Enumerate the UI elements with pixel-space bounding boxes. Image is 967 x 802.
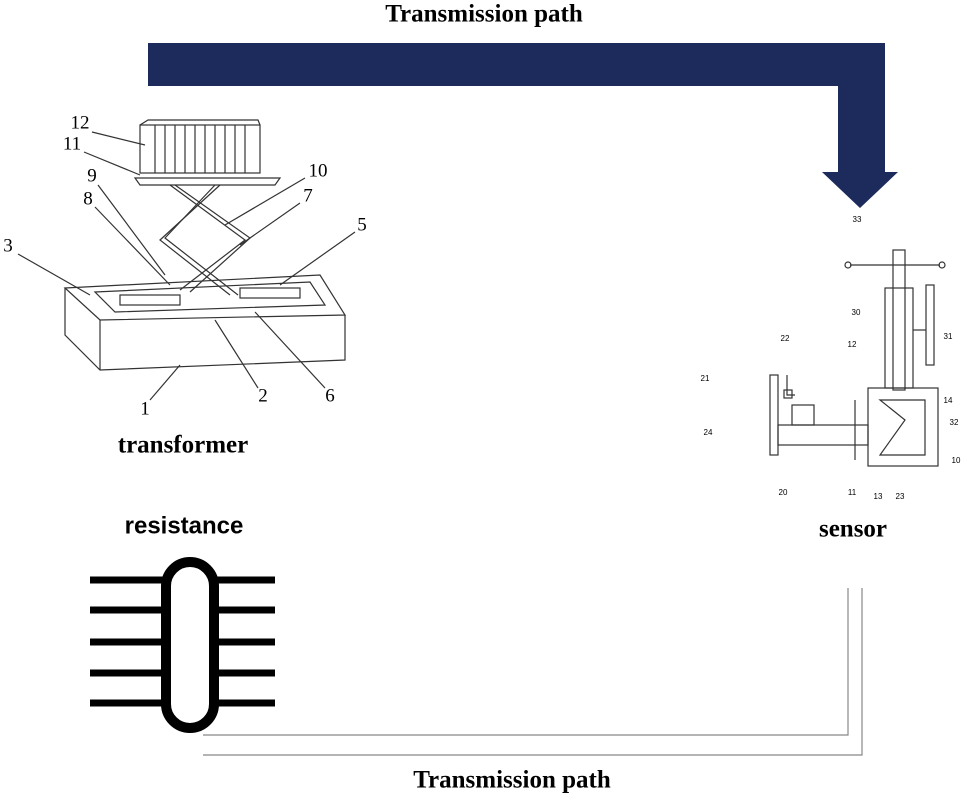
part-label: 10 [309,160,328,181]
part-label: 3 [3,235,13,256]
sensor-drawing [769,249,946,467]
part-label: 9 [87,165,97,186]
part-label: 33 [853,215,862,224]
part-label: 13 [874,492,883,501]
transformer-drawing [63,119,347,371]
part-label: 12 [71,112,90,133]
part-label: 20 [779,488,788,497]
top-title: Transmission path [385,1,583,28]
bottom-title: Transmission path [413,767,611,794]
part-label: 5 [357,214,367,235]
resistance-label: resistance [125,512,244,539]
part-label: 8 [83,188,93,209]
part-label: 1 [140,398,150,419]
transformer-label: transformer [118,432,249,459]
part-label: 24 [704,428,713,437]
part-label: 11 [848,488,857,497]
part-label: 6 [325,385,335,406]
part-label: 31 [944,332,953,341]
part-label: 11 [63,133,81,154]
resistor-symbol [90,557,275,733]
part-label: 32 [950,418,959,427]
part-label: 22 [781,334,790,343]
part-label: 14 [944,396,953,405]
bottom-path [203,588,863,756]
transmission-arrow [148,43,898,208]
part-label: 2 [258,385,268,406]
transformer-leaders [17,131,356,401]
part-label: 7 [303,185,313,206]
part-label: 23 [896,492,905,501]
part-label: 21 [701,374,710,383]
part-label: 10 [952,456,961,465]
sensor-label: sensor [819,516,887,543]
part-label: 12 [848,340,857,349]
part-label: 30 [852,308,861,317]
